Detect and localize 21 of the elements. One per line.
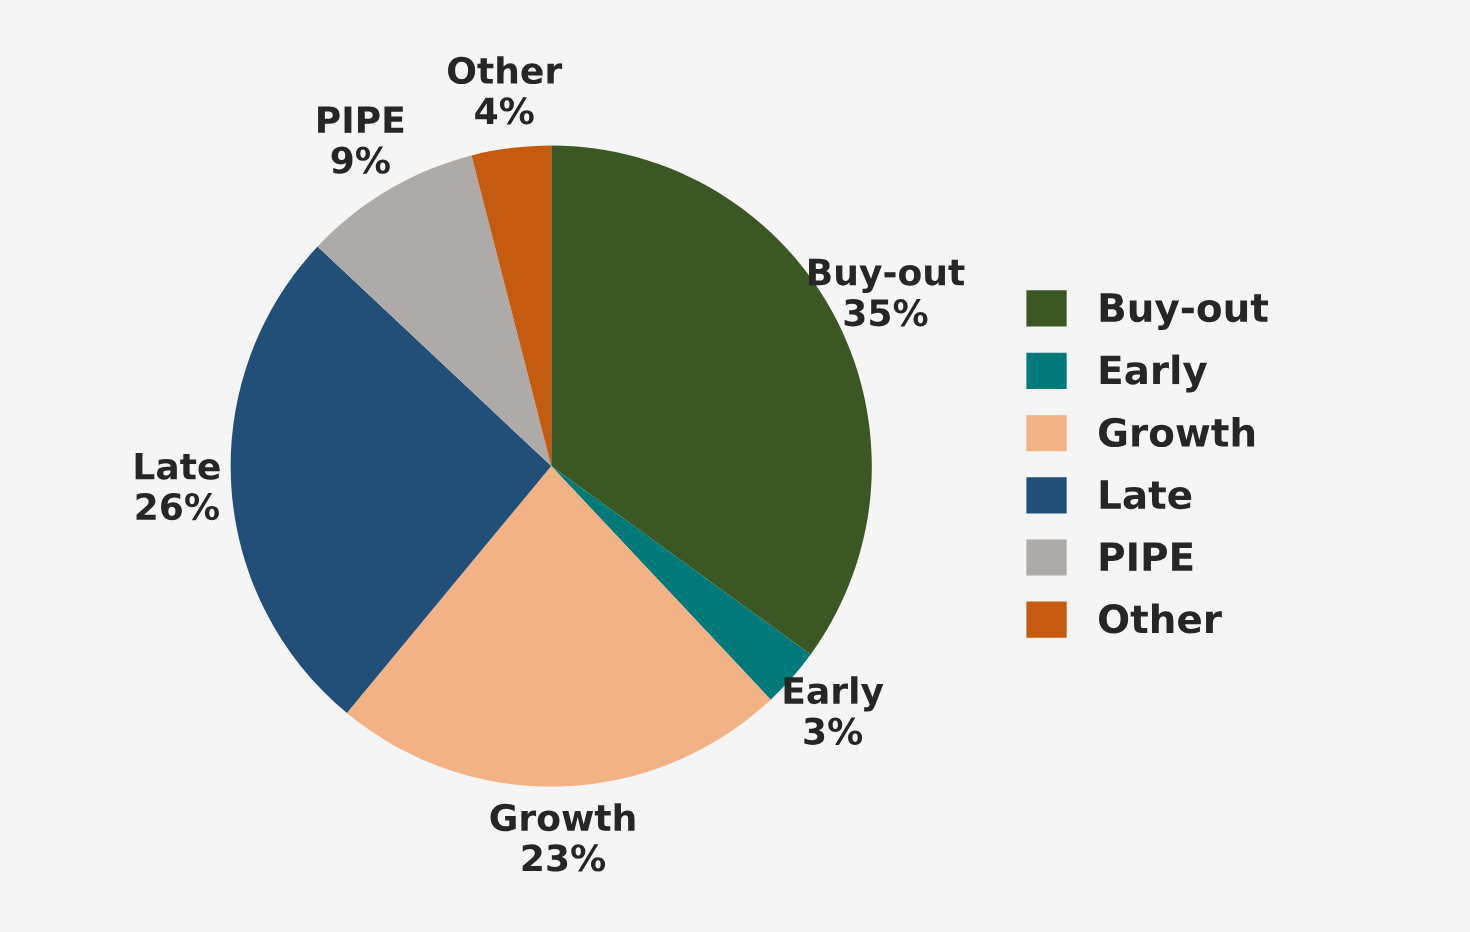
slice-label: Buy-out bbox=[809, 258, 965, 293]
slice-label: Early bbox=[784, 676, 884, 712]
slice-label: Late bbox=[135, 452, 220, 480]
legend-label: Buy-out bbox=[1100, 293, 1269, 331]
data-label: 3% bbox=[804, 717, 863, 745]
data-label: 35% bbox=[844, 299, 928, 327]
slice-label: PIPE bbox=[318, 106, 404, 133]
legend-label: Early bbox=[1100, 354, 1208, 393]
legend-label: PIPE bbox=[1100, 542, 1193, 571]
slice-label: Other bbox=[448, 56, 563, 85]
legend-label: Late bbox=[1100, 480, 1192, 510]
pie-slice bbox=[230, 246, 552, 714]
legend-label: Growth bbox=[1099, 417, 1255, 448]
data-label: 26% bbox=[136, 492, 219, 521]
pie-slice bbox=[346, 466, 771, 787]
legend-label: Other bbox=[1099, 603, 1222, 634]
pie-slice bbox=[471, 145, 552, 466]
data-label: 9% bbox=[331, 146, 390, 174]
data-label: 4% bbox=[475, 97, 534, 125]
data-label: 23% bbox=[522, 844, 606, 872]
slice-label: Growth bbox=[490, 803, 635, 832]
